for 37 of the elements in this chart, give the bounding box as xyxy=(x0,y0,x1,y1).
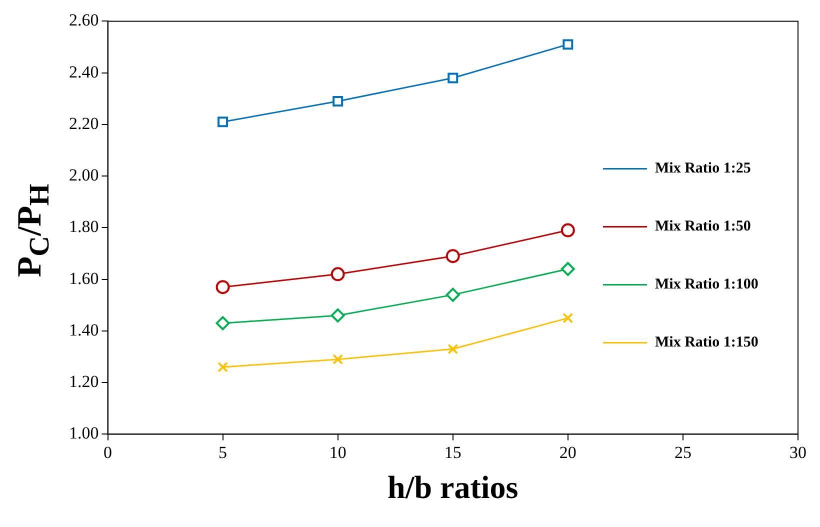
point xyxy=(562,39,574,50)
point xyxy=(218,116,228,128)
point xyxy=(562,312,574,324)
y-tick-label: 2.00 xyxy=(69,166,99,185)
x-tick-label: 0 xyxy=(104,442,112,462)
point xyxy=(218,362,228,372)
y-tick-label: 1.00 xyxy=(69,424,99,443)
x-tick-label: 30 xyxy=(790,442,806,462)
point xyxy=(446,288,460,302)
x-axis-title: h/b ratios xyxy=(388,469,518,506)
x-tick-label: 5 xyxy=(218,442,228,462)
y-tick-label: 1.40 xyxy=(69,320,99,340)
legend-label: Mix Ratio 1:25 xyxy=(655,160,751,177)
y-tick-label: 1.60 xyxy=(69,268,99,288)
point xyxy=(330,267,345,282)
point xyxy=(216,280,230,294)
point xyxy=(446,249,460,264)
point xyxy=(448,72,458,84)
y-tick-label: 2.60 xyxy=(69,10,99,30)
y-tick-label: 2.20 xyxy=(69,114,99,133)
point xyxy=(560,262,575,276)
point xyxy=(332,96,344,106)
point xyxy=(330,308,345,322)
point xyxy=(560,223,575,238)
x-tick-label: 15 xyxy=(444,442,462,462)
point xyxy=(448,344,458,354)
y-tick-label: 1.80 xyxy=(69,217,99,236)
y-tick-label: 2.40 xyxy=(69,62,99,82)
point xyxy=(216,316,230,330)
x-tick-label: 25 xyxy=(674,442,692,462)
x-tick-label: 20 xyxy=(559,442,576,462)
point xyxy=(332,354,344,365)
legend-label: Mix Ratio 1:150 xyxy=(655,334,758,351)
y-tick-label: 1.20 xyxy=(69,372,99,392)
x-tick-label: 10 xyxy=(329,442,346,462)
legend-label: Mix Ratio 1:100 xyxy=(655,276,758,293)
legend-label: Mix Ratio 1:50 xyxy=(655,218,751,235)
